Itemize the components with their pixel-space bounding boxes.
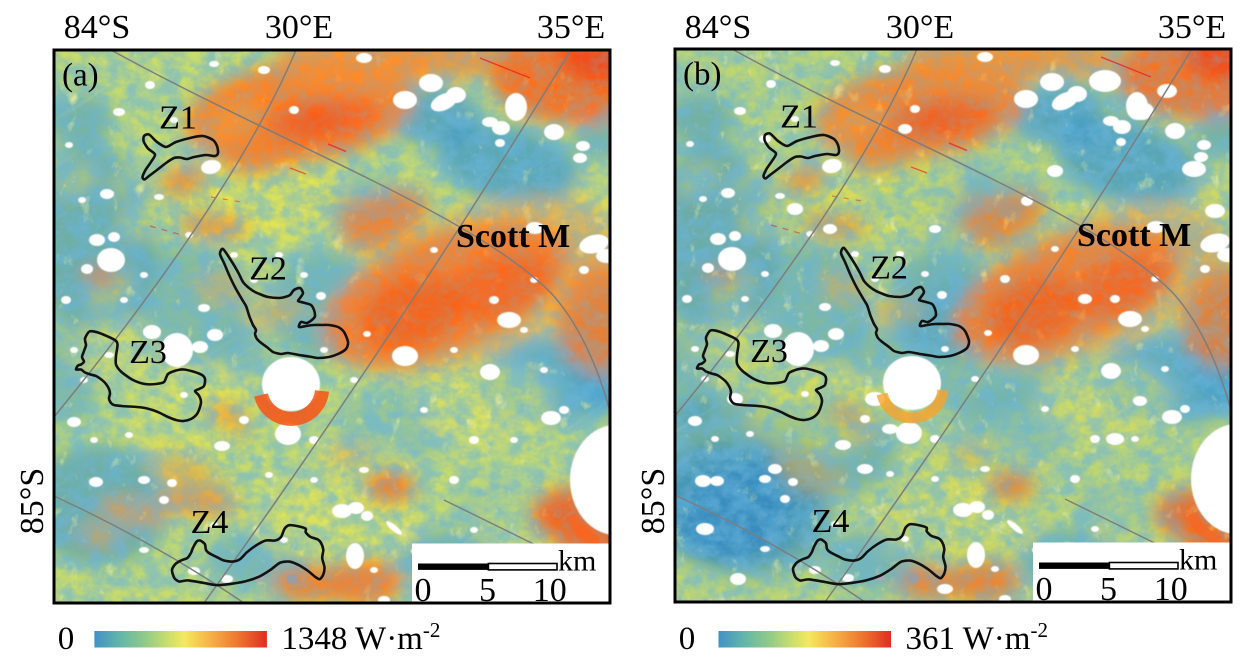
- svg-text:30°E: 30°E: [886, 9, 954, 46]
- svg-text:0: 0: [679, 621, 696, 657]
- svg-text:361 W·m-2: 361 W·m-2: [906, 618, 1048, 657]
- svg-text:84°S: 84°S: [685, 9, 752, 46]
- svg-text:85°S: 85°S: [14, 468, 51, 535]
- svg-text:0: 0: [58, 621, 75, 657]
- svg-text:1348 W·m-2: 1348 W·m-2: [281, 618, 440, 657]
- svg-text:85°S: 85°S: [635, 468, 672, 535]
- svg-text:84°S: 84°S: [64, 9, 131, 46]
- svg-text:35°E: 35°E: [537, 9, 605, 46]
- svg-text:30°E: 30°E: [265, 9, 333, 46]
- svg-text:35°E: 35°E: [1158, 9, 1226, 46]
